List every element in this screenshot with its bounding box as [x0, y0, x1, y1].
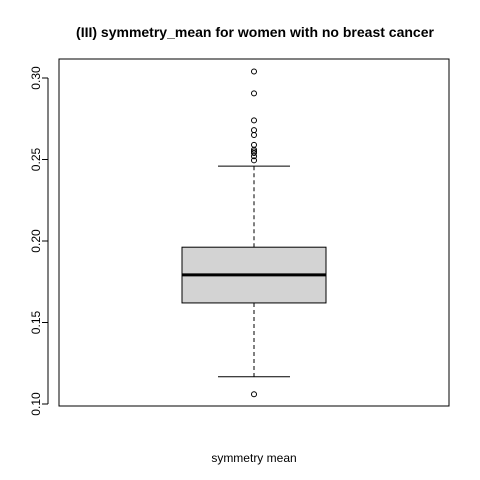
- y-tick-label: 0.25: [29, 147, 43, 171]
- box-group: [181, 165, 327, 378]
- y-axis: 0.10 0.15 0.20 0.25 0.30: [29, 66, 49, 416]
- plot-frame: [58, 58, 450, 407]
- outlier-group: [251, 68, 257, 398]
- chart-title: (III) symmetry_mean for women with no br…: [76, 24, 434, 40]
- y-tick-label: 0.10: [29, 392, 43, 416]
- outlier-point: [251, 391, 257, 398]
- y-tick-label: 0.15: [29, 310, 43, 334]
- outlier-point: [251, 157, 257, 164]
- outlier-point: [251, 90, 257, 97]
- outlier-point: [251, 117, 257, 124]
- outlier-point: [251, 141, 257, 148]
- outlier-point: [251, 132, 257, 139]
- y-tick-label: 0.20: [29, 229, 43, 253]
- x-axis-label: symmetry mean: [211, 451, 296, 465]
- outlier-point: [251, 127, 257, 134]
- outlier-point: [251, 68, 257, 75]
- y-tick-label: 0.30: [29, 66, 43, 90]
